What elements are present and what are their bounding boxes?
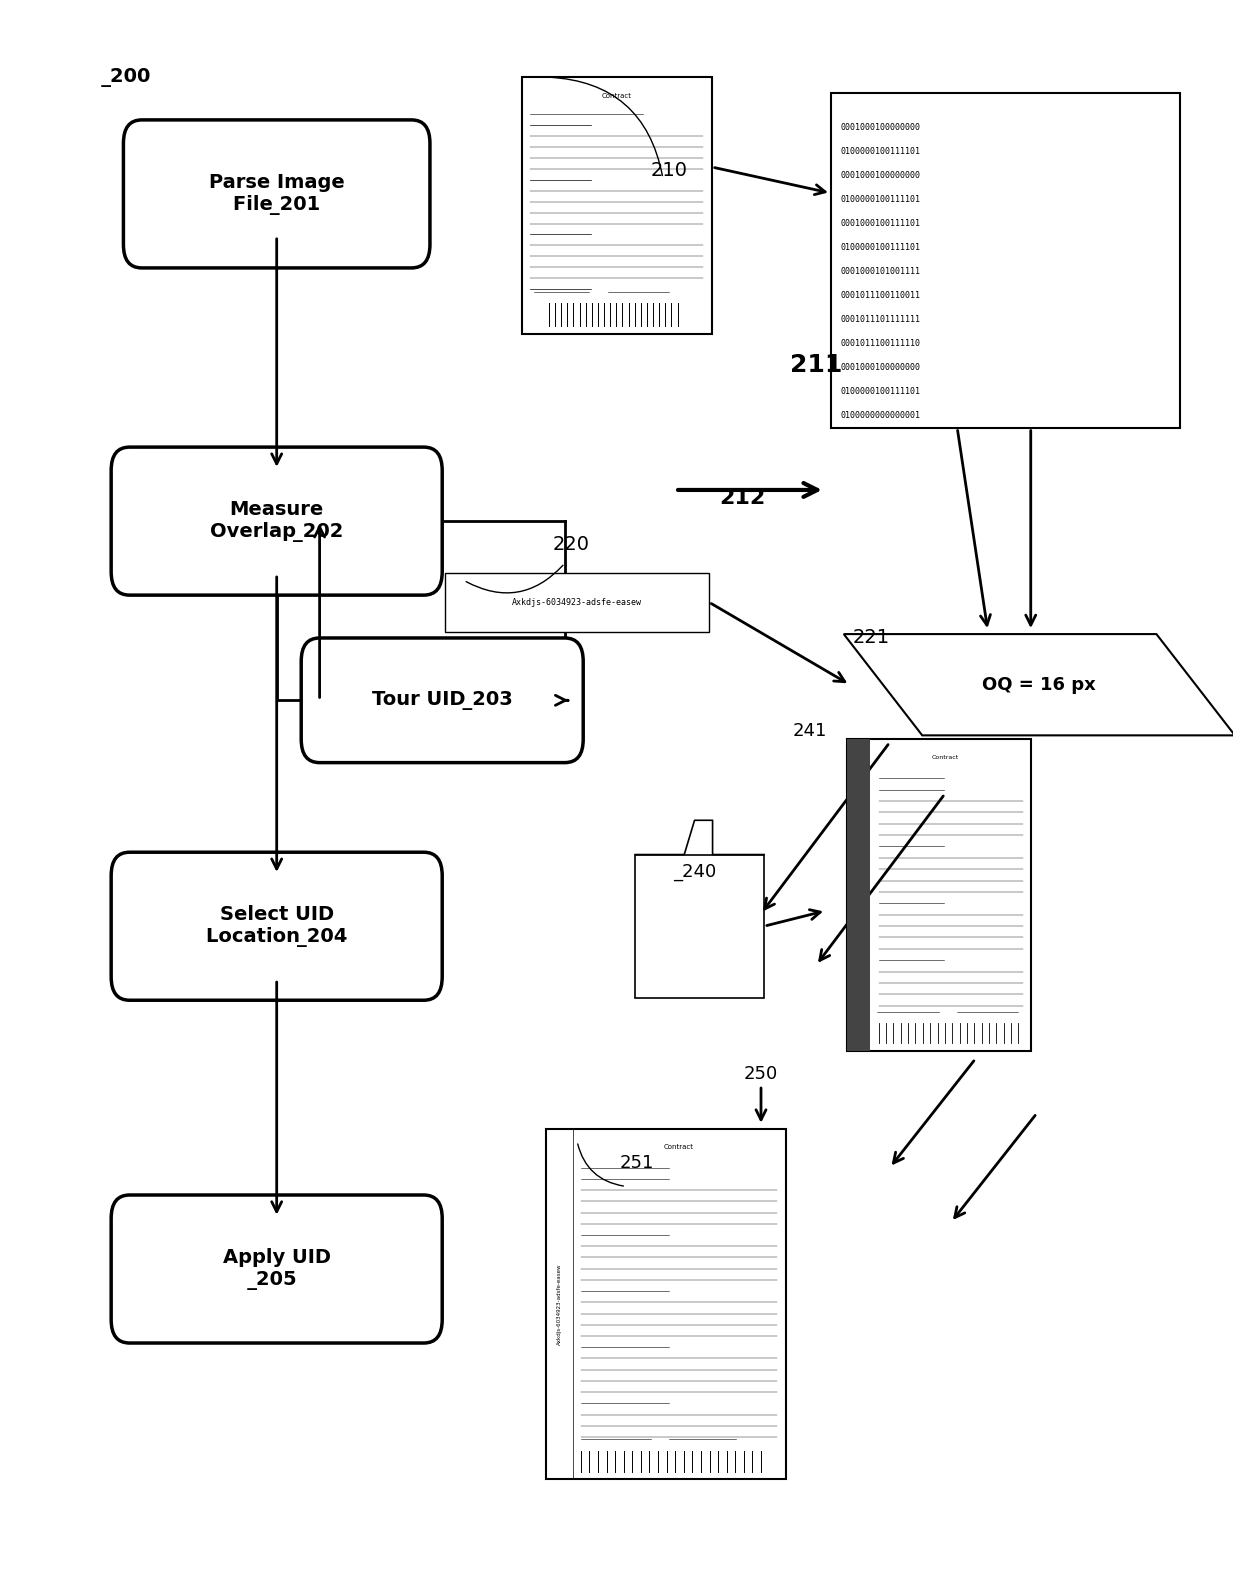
Text: 250: 250: [744, 1066, 779, 1083]
Text: 210: 210: [651, 160, 688, 181]
Text: Axkdjs-6034923-adsfe-easew: Axkdjs-6034923-adsfe-easew: [558, 1264, 563, 1344]
Text: Tour UID ̲203: Tour UID ̲203: [372, 690, 512, 711]
Bar: [847, 739, 1030, 1050]
Bar: [547, 1129, 785, 1479]
Text: Parse Image
File ̲201: Parse Image File ̲201: [208, 173, 345, 215]
Bar: [522, 77, 712, 335]
Bar: [847, 739, 870, 1050]
Text: 241: 241: [792, 723, 827, 740]
Text: 0001000100000000: 0001000100000000: [841, 171, 921, 181]
Text: 0001011101111111: 0001011101111111: [841, 316, 921, 324]
Text: 0001000100000000: 0001000100000000: [841, 363, 921, 373]
Text: 0100000100111101: 0100000100111101: [841, 244, 921, 253]
Text: 220: 220: [553, 534, 589, 553]
Text: 251: 251: [620, 1154, 655, 1173]
Text: 0001000100000000: 0001000100000000: [841, 124, 921, 132]
Text: 0001000101001111: 0001000101001111: [841, 267, 921, 277]
Text: 212: 212: [719, 487, 766, 508]
Text: Measure
Overlap ̲202: Measure Overlap ̲202: [210, 500, 343, 542]
Bar: [635, 855, 764, 998]
Text: OQ = 16 px: OQ = 16 px: [982, 676, 1096, 693]
Text: ̲240: ̲240: [682, 863, 717, 880]
Polygon shape: [843, 634, 1235, 736]
Text: 221: 221: [853, 629, 890, 648]
Text: 0001011100110011: 0001011100110011: [841, 291, 921, 300]
Bar: [445, 572, 709, 632]
Text: Contract: Contract: [601, 93, 632, 99]
Text: Contract: Contract: [931, 755, 959, 759]
Text: Axkdjs-6034923-adsfe-easew: Axkdjs-6034923-adsfe-easew: [512, 597, 642, 607]
Text: 0100000100111101: 0100000100111101: [841, 387, 921, 396]
Text: ̲200: ̲200: [112, 68, 151, 86]
Bar: [831, 93, 1180, 428]
Text: 0100000100111101: 0100000100111101: [841, 148, 921, 157]
Text: 0001011100111110: 0001011100111110: [841, 340, 921, 349]
Text: Apply UID
̲205: Apply UID ̲205: [223, 1248, 331, 1291]
FancyBboxPatch shape: [112, 446, 443, 596]
Text: Contract: Contract: [663, 1144, 693, 1151]
Text: 211: 211: [790, 354, 842, 377]
Text: 0100000000000001: 0100000000000001: [841, 412, 921, 420]
FancyBboxPatch shape: [112, 1195, 443, 1342]
Text: 0100000100111101: 0100000100111101: [841, 195, 921, 204]
FancyBboxPatch shape: [112, 852, 443, 1000]
FancyBboxPatch shape: [301, 638, 583, 762]
Text: Select UID
Location ̲204: Select UID Location ̲204: [206, 905, 347, 948]
FancyBboxPatch shape: [124, 119, 430, 267]
Text: 0001000100111101: 0001000100111101: [841, 220, 921, 228]
